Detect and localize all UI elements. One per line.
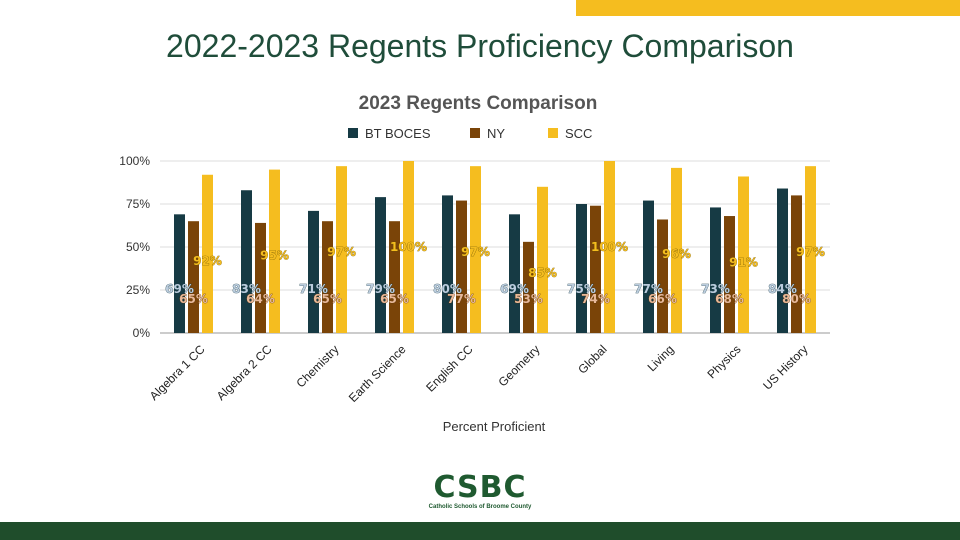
data-label: 64% (246, 292, 275, 306)
bar-scc (202, 174, 213, 333)
data-label: 69% (500, 282, 529, 296)
bar-scc (738, 176, 749, 333)
data-label: 69% (165, 282, 194, 296)
legend-label-2: SCC (565, 126, 592, 141)
data-label: 71% (299, 282, 328, 296)
bar-ny (523, 241, 534, 333)
bar-bt-boces (710, 207, 721, 333)
x-tick-label: US History (760, 342, 810, 392)
data-label: 79% (366, 282, 395, 296)
bar-ny (389, 221, 400, 333)
bar-ny (590, 205, 601, 333)
x-tick-label: Earth Science (346, 342, 409, 405)
bar-scc (336, 166, 347, 333)
bar-bt-boces (777, 188, 788, 333)
bar-bt-boces (375, 197, 386, 333)
legend-swatch-0 (348, 128, 358, 138)
bar-ny (456, 200, 467, 333)
data-label: 80% (782, 292, 811, 306)
data-label: 97% (461, 245, 490, 259)
bar-ny (791, 195, 802, 333)
x-tick-label: Chemistry (294, 342, 342, 390)
bar-bt-boces (174, 214, 185, 333)
slide-title: 2022-2023 Regents Proficiency Comparison (166, 28, 794, 64)
y-tick-label: 75% (126, 197, 150, 211)
data-label: 77% (634, 282, 663, 296)
y-tick-label: 50% (126, 240, 150, 254)
bar-ny (255, 222, 266, 333)
data-label: 84% (768, 282, 797, 296)
data-label: 53% (514, 292, 543, 306)
bar-ny (322, 221, 333, 333)
data-label: 100% (591, 240, 628, 254)
data-label: 77% (447, 292, 476, 306)
bar-ny (657, 219, 668, 333)
bar-ny (188, 221, 199, 333)
data-label: 96% (662, 247, 691, 261)
data-label: 65% (313, 292, 342, 306)
data-label: 74% (581, 292, 610, 306)
legend-swatch-1 (470, 128, 480, 138)
x-tick-label: Global (575, 342, 609, 376)
bottom-accent-bar (0, 522, 960, 540)
y-tick-label: 100% (119, 154, 150, 168)
bar-scc (470, 166, 481, 333)
bar-scc (604, 161, 615, 333)
y-tick-label: 25% (126, 283, 150, 297)
data-label: 91% (729, 255, 758, 269)
bar-bt-boces (643, 200, 654, 333)
bar-bt-boces (509, 214, 520, 333)
data-label: 80% (433, 282, 462, 296)
data-label: 73% (701, 282, 730, 296)
data-label: 75% (567, 282, 596, 296)
data-label: 85% (528, 266, 557, 280)
bar-scc (537, 186, 548, 333)
bar-bt-boces (442, 195, 453, 333)
bar-scc (671, 167, 682, 333)
legend-swatch-2 (548, 128, 558, 138)
x-tick-label: Algebra 1 CC (147, 342, 208, 403)
data-label: 92% (193, 254, 222, 268)
top-accent-bar (576, 0, 960, 16)
data-label: 66% (648, 292, 677, 306)
legend-label-0: BT BOCES (365, 126, 431, 141)
legend-label-1: NY (487, 126, 505, 141)
data-label: 65% (179, 292, 208, 306)
data-label: 95% (260, 249, 289, 263)
x-axis-label: Percent Proficient (443, 419, 546, 434)
bar-bt-boces (576, 204, 587, 333)
x-tick-label: English CC (423, 342, 476, 395)
chart-title: 2023 Regents Comparison (359, 93, 598, 114)
data-label: 100% (390, 240, 427, 254)
x-tick-label: Geometry (495, 342, 542, 389)
data-label: 68% (715, 292, 744, 306)
x-tick-label: Living (645, 342, 677, 374)
logo-text: CSBC (433, 470, 527, 505)
bar-scc (805, 166, 816, 333)
bar-scc (269, 169, 280, 333)
bar-ny (724, 216, 735, 333)
x-tick-label: Physics (704, 342, 743, 381)
data-label: 65% (380, 292, 409, 306)
y-tick-label: 0% (133, 326, 151, 340)
bar-bt-boces (308, 210, 319, 333)
data-label: 97% (327, 245, 356, 259)
bar-bt-boces (241, 190, 252, 333)
data-label: 97% (796, 245, 825, 259)
x-tick-label: Algebra 2 CC (214, 342, 275, 403)
logo-subtitle: Catholic Schools of Broome County (428, 504, 532, 510)
csbc-logo: CSBC Catholic Schools of Broome County (420, 470, 540, 511)
bar-scc (403, 161, 414, 333)
data-label: 83% (232, 282, 261, 296)
